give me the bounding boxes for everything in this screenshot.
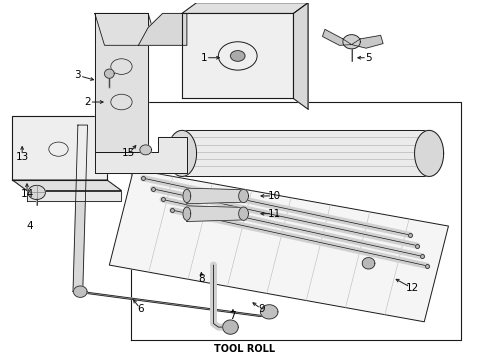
Text: 11: 11 xyxy=(268,209,281,219)
Polygon shape xyxy=(182,13,294,99)
Polygon shape xyxy=(74,286,87,297)
Polygon shape xyxy=(322,30,352,45)
Polygon shape xyxy=(131,102,461,339)
Polygon shape xyxy=(362,258,375,269)
Polygon shape xyxy=(95,13,158,45)
Polygon shape xyxy=(140,145,151,155)
Text: 14: 14 xyxy=(21,189,34,199)
Polygon shape xyxy=(182,130,429,176)
Polygon shape xyxy=(187,188,244,204)
Text: 13: 13 xyxy=(16,152,29,162)
Polygon shape xyxy=(168,130,196,176)
Polygon shape xyxy=(28,185,46,199)
Polygon shape xyxy=(183,189,191,203)
Text: 8: 8 xyxy=(198,274,205,284)
Polygon shape xyxy=(73,292,269,316)
Polygon shape xyxy=(415,130,443,176)
Text: 7: 7 xyxy=(230,311,236,321)
Polygon shape xyxy=(12,116,107,180)
Polygon shape xyxy=(182,3,308,13)
Text: 1: 1 xyxy=(200,53,207,63)
Text: 3: 3 xyxy=(74,71,81,80)
Polygon shape xyxy=(104,69,114,78)
Polygon shape xyxy=(343,35,360,49)
Polygon shape xyxy=(352,35,383,48)
Polygon shape xyxy=(12,180,122,191)
Polygon shape xyxy=(223,320,238,334)
Polygon shape xyxy=(261,305,278,319)
Text: 6: 6 xyxy=(138,304,144,314)
Polygon shape xyxy=(95,138,187,173)
Polygon shape xyxy=(187,206,244,221)
Text: 9: 9 xyxy=(259,304,265,314)
Polygon shape xyxy=(73,125,88,292)
Polygon shape xyxy=(294,3,308,109)
Text: TOOL ROLL: TOOL ROLL xyxy=(215,345,275,355)
Text: 12: 12 xyxy=(406,283,419,293)
Text: 10: 10 xyxy=(268,191,281,201)
Text: 4: 4 xyxy=(26,221,33,231)
Polygon shape xyxy=(239,189,248,203)
Text: 15: 15 xyxy=(122,148,135,158)
Text: 2: 2 xyxy=(84,97,91,107)
Polygon shape xyxy=(95,13,148,152)
Polygon shape xyxy=(239,207,248,220)
Polygon shape xyxy=(183,207,191,220)
Polygon shape xyxy=(27,191,122,201)
Polygon shape xyxy=(138,13,187,45)
Text: 5: 5 xyxy=(365,53,372,63)
Circle shape xyxy=(230,51,245,61)
Polygon shape xyxy=(109,169,448,322)
